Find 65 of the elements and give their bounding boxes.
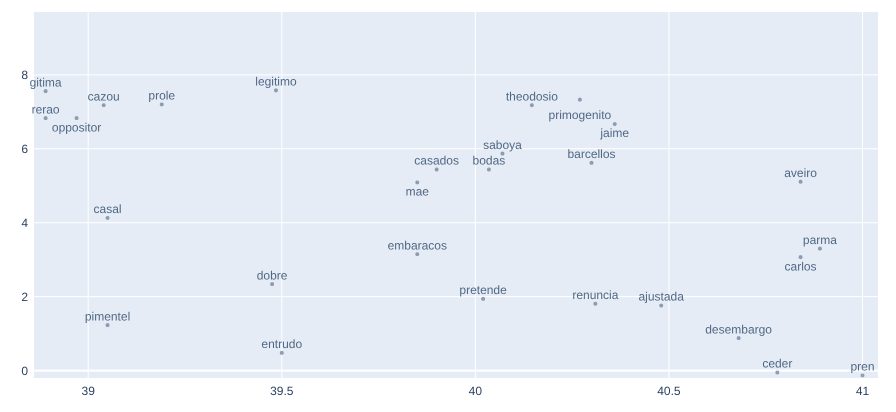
data-label: prole — [148, 88, 176, 103]
x-tick-label: 41 — [856, 384, 870, 398]
data-label: mae — [406, 184, 430, 199]
data-label: entrudo — [261, 337, 302, 352]
data-label: renuncia — [572, 288, 619, 302]
point — [798, 255, 803, 260]
data-label: bodas — [472, 154, 506, 168]
point — [270, 282, 274, 286]
data-label: primogenito — [548, 108, 612, 122]
data-label: rerao — [32, 102, 60, 116]
data-label: aveiro — [784, 166, 818, 180]
point — [44, 89, 48, 94]
point — [481, 296, 486, 301]
y-tick-label: 4 — [21, 216, 28, 230]
point — [860, 373, 864, 378]
y-tick-label: 6 — [21, 142, 28, 156]
data-label: casados — [414, 154, 459, 168]
data-label: desembargo — [705, 322, 772, 336]
point — [274, 88, 278, 92]
data-label: pimentel — [84, 309, 130, 324]
data-label: pretende — [459, 283, 508, 298]
data-label: theodosio — [506, 89, 558, 104]
data-label: saboya — [483, 138, 522, 152]
point — [530, 103, 534, 108]
y-tick-label: 2 — [21, 290, 28, 304]
point — [659, 304, 664, 308]
point — [775, 370, 780, 374]
point — [74, 116, 79, 120]
y-tick-label: 0 — [21, 364, 28, 378]
x-tick-label: 40 — [468, 384, 482, 398]
data-label: dobre — [256, 268, 288, 282]
data-label: parma — [802, 232, 838, 247]
data-label: barcellos — [567, 147, 616, 162]
point — [736, 336, 741, 340]
point — [415, 180, 420, 184]
x-tick-label: 40.5 — [657, 384, 681, 398]
point — [590, 160, 594, 165]
point — [818, 246, 822, 251]
data-label: ajustada — [638, 290, 684, 304]
point — [44, 116, 48, 120]
data-label: oppositor — [52, 120, 102, 134]
point — [486, 168, 491, 172]
data-label: ceder — [762, 356, 792, 371]
data-label: embaracos — [388, 238, 447, 252]
y-tick-label: 8 — [21, 68, 28, 82]
point — [434, 168, 439, 172]
point — [102, 103, 106, 108]
point — [798, 180, 803, 184]
point — [160, 102, 164, 106]
x-tick-label: 39.5 — [270, 384, 294, 398]
data-label: pren — [850, 360, 875, 374]
point — [106, 323, 110, 328]
point — [612, 122, 617, 126]
point — [593, 302, 598, 306]
x-tick-label: 39 — [82, 384, 96, 398]
point — [578, 98, 582, 102]
data-label: casal — [94, 202, 122, 216]
point — [280, 350, 284, 355]
point — [415, 252, 420, 256]
data-label: carlos — [784, 259, 817, 274]
point — [106, 216, 110, 220]
data-label: cazou — [88, 89, 120, 104]
data-label: gitima — [30, 75, 62, 90]
data-label: jaime — [599, 126, 630, 140]
data-label: legitimo — [255, 74, 297, 89]
